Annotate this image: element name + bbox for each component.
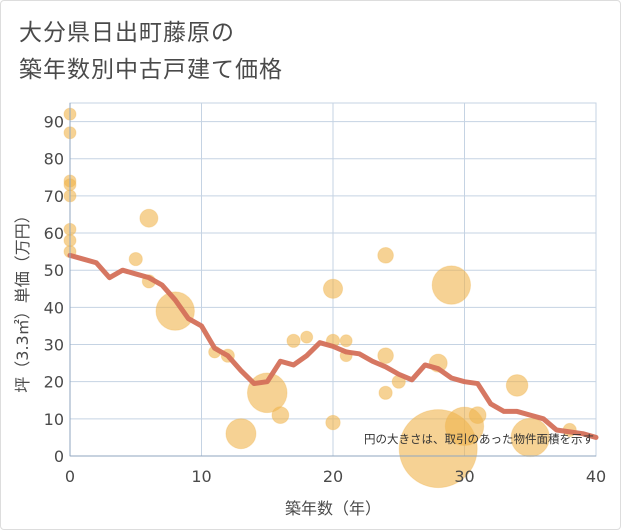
x-tick-label: 30 xyxy=(454,467,474,486)
bubble-point xyxy=(339,334,353,348)
x-tick-label: 10 xyxy=(191,467,211,486)
bubble-point xyxy=(139,208,159,228)
bubble-point xyxy=(505,374,529,397)
bubble-point xyxy=(286,333,301,348)
x-axis-label: 築年数（年） xyxy=(285,499,381,518)
y-tick-label: 60 xyxy=(44,224,64,243)
x-tick-label: 20 xyxy=(323,467,343,486)
chart-title-line-1: 大分県日出町藤原の xyxy=(19,20,235,46)
average-line-series xyxy=(67,252,599,440)
y-tick-label: 30 xyxy=(44,336,64,355)
y-axis-label: 坪（3.3㎡）単価（万円） xyxy=(13,207,32,392)
y-tick-label: 50 xyxy=(44,261,64,280)
bubble-point xyxy=(325,414,341,431)
bubble-point xyxy=(431,265,472,305)
x-tick-label: 0 xyxy=(65,467,75,486)
y-tick-label: 10 xyxy=(44,410,64,429)
bubble-point xyxy=(377,247,394,264)
axis-labels: 築年数（年） 坪（3.3㎡）単価（万円） 円の大きさは、取引のあった物件面積を示… xyxy=(13,207,594,518)
y-tick-label: 70 xyxy=(44,187,64,206)
axes: 0 10 20 30 40 0 10 20 30 40 50 60 70 80 90 xyxy=(44,103,606,486)
y-tick-label: 40 xyxy=(44,298,64,317)
bubble-point xyxy=(225,418,257,450)
y-tick-label: 0 xyxy=(54,447,64,466)
chart-title: 大分県日出町藤原の 築年数別中古戸建て価格 xyxy=(19,15,283,89)
y-tick-label: 80 xyxy=(44,150,64,169)
y-tick-label: 20 xyxy=(44,373,64,392)
bubble-point xyxy=(155,291,195,331)
bubble-point xyxy=(377,347,394,364)
y-tick-label: 90 xyxy=(44,113,64,132)
bubble-size-note: 円の大きさは、取引のあった物件面積を示す xyxy=(364,432,594,446)
bubble-point xyxy=(468,406,487,425)
bubble-series xyxy=(63,107,577,489)
bubble-point xyxy=(378,385,393,400)
bubble-point xyxy=(322,278,344,299)
bubble-point xyxy=(271,406,290,425)
bubble-point xyxy=(300,330,314,344)
bubble-point xyxy=(510,417,550,458)
bubble-point xyxy=(128,251,143,267)
average-price-line xyxy=(67,252,599,440)
x-tick-label: 40 xyxy=(586,467,606,486)
chart-title-line-2: 築年数別中古戸建て価格 xyxy=(19,57,283,83)
